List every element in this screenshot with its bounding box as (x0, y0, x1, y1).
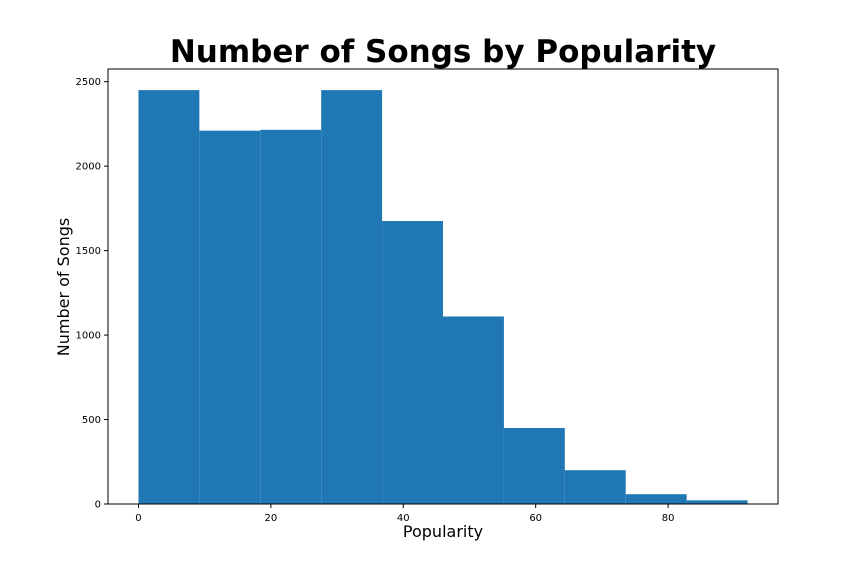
x-tick-label: 20 (264, 513, 277, 524)
chart-title: Number of Songs by Popularity (170, 34, 716, 70)
histogram-bar (443, 316, 504, 504)
histogram-bar (625, 494, 687, 504)
x-axis-ticks: 0 20 40 60 80 (135, 504, 674, 524)
y-tick-label: 1000 (76, 331, 101, 342)
y-axis-label: Number of Songs (54, 218, 73, 356)
histogram-bar (199, 130, 261, 504)
bars-group (138, 90, 748, 505)
x-tick-label: 60 (529, 513, 542, 524)
histogram-bar (564, 470, 626, 504)
histogram-bar (382, 221, 443, 505)
histogram-bar (503, 427, 565, 504)
x-tick-label: 0 (135, 513, 141, 524)
y-tick-label: 500 (82, 415, 101, 426)
plot-frame (107, 68, 779, 505)
y-axis-ticks: 0 500 1000 1500 2000 2500 (76, 77, 108, 511)
y-tick-label: 2000 (76, 162, 101, 173)
histogram-bar (260, 129, 322, 504)
y-tick-label: 2500 (76, 77, 101, 88)
x-tick-label: 80 (662, 513, 675, 524)
x-axis-label: Popularity (403, 522, 483, 541)
y-tick-label: 1500 (76, 246, 101, 257)
histogram-bar (138, 90, 200, 504)
x-tick-label: 40 (397, 513, 410, 524)
histogram-bar (686, 500, 748, 504)
histogram-bar (321, 90, 383, 504)
y-tick-label: 0 (95, 500, 101, 511)
